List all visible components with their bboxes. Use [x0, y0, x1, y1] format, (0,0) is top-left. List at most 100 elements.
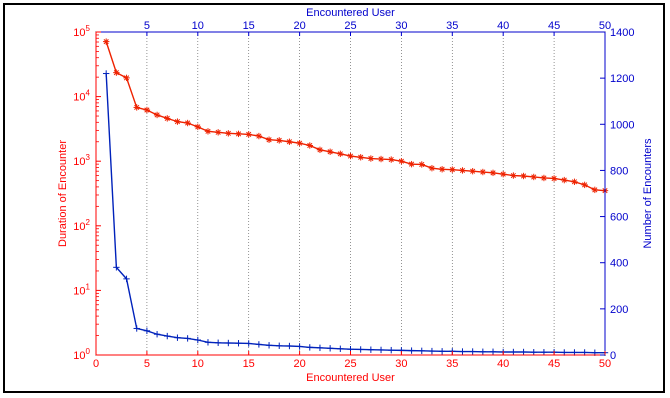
encounters-point [194, 336, 201, 344]
duration-point [367, 155, 375, 162]
duration-point [276, 137, 283, 144]
duration-point [265, 136, 273, 143]
duration-point [489, 169, 497, 177]
x-tick-label-bottom: 30 [395, 358, 407, 370]
encounters-point [214, 339, 222, 346]
encounters-point [418, 347, 425, 355]
x-tick-label-top: 40 [497, 20, 509, 32]
x-tick-label-bottom: 0 [93, 358, 99, 370]
encounters-point [337, 345, 344, 352]
chart-frame [3, 3, 665, 393]
x-tick-label-bottom: 20 [293, 358, 305, 370]
series-layer [102, 38, 609, 356]
x-tick-label-bottom: 10 [192, 358, 204, 370]
duration-point [377, 155, 385, 163]
y-left-tick-label: 102 [73, 218, 90, 233]
encounters-point [428, 347, 436, 355]
encounters-point [459, 348, 466, 355]
encounters-point [408, 347, 415, 354]
y-right-tick-label: 1000 [610, 119, 634, 131]
encounters-point [174, 334, 181, 341]
duration-point [520, 172, 527, 180]
duration-point [418, 161, 425, 168]
encounters-point [123, 275, 130, 283]
x-tick-label-top: 15 [243, 20, 255, 32]
encounters-point [520, 348, 527, 356]
encounters-point [286, 342, 293, 350]
duration-series-line [105, 41, 606, 192]
duration-point [347, 152, 354, 160]
encounters-point [306, 344, 313, 351]
y-left-tick-label: 101 [73, 282, 90, 297]
encounters-point [276, 342, 283, 349]
duration-point [225, 130, 232, 137]
x-tick-label-bottom: 25 [344, 358, 356, 370]
x-axis-title-top: Encountered User [306, 7, 395, 19]
duration-point [581, 181, 588, 189]
duration-point [306, 142, 313, 149]
y-right-tick-label: 1200 [610, 73, 634, 85]
duration-point [194, 123, 201, 131]
duration-point [133, 104, 140, 111]
encounters-point [540, 349, 548, 356]
encounters-point [225, 339, 232, 347]
duration-point [408, 160, 415, 168]
duration-point [571, 178, 578, 185]
duration-point [316, 146, 324, 154]
encounters-point [530, 349, 537, 356]
encounters-point [153, 331, 161, 338]
grid-layer [146, 32, 555, 355]
duration-point [357, 154, 364, 161]
duration-point [591, 186, 599, 194]
encounters-point [113, 264, 120, 271]
duration-point [174, 118, 181, 125]
axes-layer: 0 5 10 15 20 25 30 35 40 45 505 10 15 20 25 30 35 40 45 501… [73, 20, 634, 370]
y-left-tick-label: 105 [73, 24, 90, 39]
duration-point [113, 69, 120, 76]
encounters-point [265, 342, 273, 349]
y-left-tick-label: 104 [73, 89, 90, 104]
encounters-point [479, 348, 487, 355]
x-tick-label-bottom: 40 [497, 358, 509, 370]
duration-point [428, 164, 436, 172]
duration-point [469, 168, 476, 175]
y-left-tick-label: 100 [73, 347, 90, 362]
duration-point [500, 170, 507, 178]
x-tick-label-top: 45 [548, 20, 560, 32]
encounters-point [510, 348, 517, 356]
x-tick-label-top: 5 [144, 20, 150, 32]
encounters-point [388, 346, 395, 354]
duration-point [235, 130, 242, 138]
x-tick-label-bottom: 35 [446, 358, 458, 370]
duration-point [296, 139, 303, 147]
x-tick-label-top: 20 [293, 20, 305, 32]
duration-point [153, 111, 161, 119]
duration-point [530, 173, 537, 181]
duration-point [388, 156, 395, 163]
duration-point [337, 150, 344, 158]
y-left-tick-label: 103 [73, 153, 90, 168]
encounters-point [296, 343, 303, 350]
duration-point [164, 115, 171, 122]
encounters-point [235, 340, 242, 347]
x-axis-title-bottom: Encountered User [306, 372, 395, 384]
y-axis-title-left: Duration of Encounter [57, 140, 69, 247]
duration-point [286, 138, 293, 145]
encounters-point [204, 339, 212, 346]
duration-point [550, 175, 558, 182]
x-tick-label-bottom: 50 [599, 358, 611, 370]
duration-point [438, 166, 446, 173]
y-right-tick-label: 800 [610, 165, 628, 177]
encounters-point [489, 348, 497, 355]
duration-point [326, 148, 334, 155]
encounters-point [102, 70, 110, 77]
duration-point [540, 174, 548, 182]
duration-point [255, 132, 263, 140]
x-tick-label-bottom: 45 [548, 358, 560, 370]
y-axis-title-right: Number of Encounters [642, 138, 654, 249]
x-tick-label-bottom: 5 [144, 358, 150, 370]
y-right-tick-label: 200 [610, 304, 628, 316]
duration-point [102, 38, 110, 45]
x-tick-label-top: 35 [446, 20, 458, 32]
